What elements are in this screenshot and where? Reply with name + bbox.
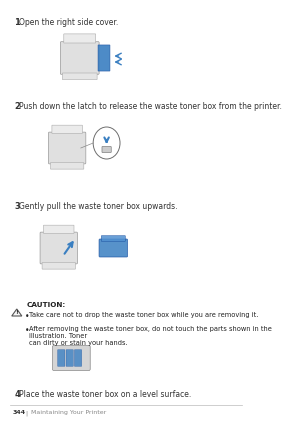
Text: 2: 2	[14, 102, 20, 111]
FancyBboxPatch shape	[60, 42, 99, 74]
Text: Gently pull the waste toner box upwards.: Gently pull the waste toner box upwards.	[19, 202, 178, 211]
Text: Place the waste toner box on a level surface.: Place the waste toner box on a level sur…	[19, 390, 192, 399]
Text: Take care not to drop the waste toner box while you are removing it.: Take care not to drop the waste toner bo…	[29, 312, 259, 318]
FancyBboxPatch shape	[64, 34, 96, 43]
FancyBboxPatch shape	[74, 350, 82, 366]
Text: •: •	[25, 326, 30, 335]
FancyBboxPatch shape	[66, 350, 73, 366]
Text: 344: 344	[13, 410, 26, 415]
FancyBboxPatch shape	[58, 350, 65, 366]
FancyBboxPatch shape	[50, 162, 84, 169]
Text: 1: 1	[14, 18, 20, 27]
Text: After removing the waste toner box, do not touch the parts shown in the illustra: After removing the waste toner box, do n…	[29, 326, 272, 346]
Text: |: |	[25, 410, 27, 416]
FancyBboxPatch shape	[62, 73, 97, 80]
FancyBboxPatch shape	[42, 262, 75, 269]
Text: Open the right side cover.: Open the right side cover.	[19, 18, 119, 27]
Text: Push down the latch to release the waste toner box from the printer.: Push down the latch to release the waste…	[19, 102, 282, 111]
FancyBboxPatch shape	[49, 132, 86, 164]
FancyBboxPatch shape	[52, 346, 90, 371]
FancyBboxPatch shape	[44, 225, 74, 234]
Text: •: •	[25, 312, 30, 321]
FancyBboxPatch shape	[102, 147, 111, 153]
Polygon shape	[12, 309, 22, 316]
FancyBboxPatch shape	[98, 45, 110, 71]
Text: 4: 4	[14, 390, 20, 399]
Text: Maintaining Your Printer: Maintaining Your Printer	[31, 410, 106, 415]
FancyBboxPatch shape	[40, 232, 77, 264]
Circle shape	[93, 127, 120, 159]
FancyBboxPatch shape	[101, 236, 125, 241]
Text: CAUTION:: CAUTION:	[27, 302, 66, 308]
Text: !: !	[15, 310, 18, 315]
FancyBboxPatch shape	[99, 239, 128, 257]
FancyBboxPatch shape	[52, 125, 83, 134]
Text: 3: 3	[14, 202, 20, 211]
